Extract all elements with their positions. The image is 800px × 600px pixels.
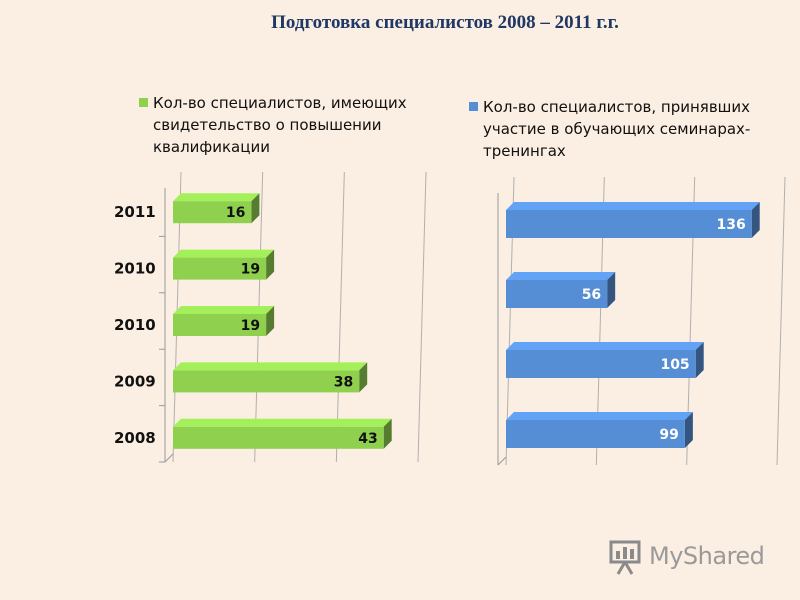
chart-0-value-label-0: 43 xyxy=(358,431,377,447)
chart-0-category-label-0: 2008 xyxy=(114,429,156,447)
chart-0-bar-0 xyxy=(173,426,384,449)
chart-0-bar-1 xyxy=(173,370,360,393)
chart-0-value-label-1: 38 xyxy=(334,374,353,390)
chart-0-axis-floor xyxy=(164,453,174,463)
chart-0-bar-3 xyxy=(173,257,267,280)
chart-1-bar-top-1 xyxy=(506,342,704,350)
chart-0-bar-top-0 xyxy=(173,418,392,427)
legend-swatch-blue xyxy=(469,102,478,111)
chart-0-value-label-3: 19 xyxy=(241,262,260,278)
chart-1-value-label-2: 56 xyxy=(582,287,601,303)
chart-0-value-label-4: 16 xyxy=(226,205,245,221)
chart-1-bar-side-0 xyxy=(684,412,693,448)
chart-0-category-label-2: 2010 xyxy=(114,316,156,334)
myshared-logo: MyShared xyxy=(606,536,776,576)
chart-1-bar-top-0 xyxy=(506,412,693,420)
chart-1-bar-side-3 xyxy=(751,202,760,238)
chart-1-bar-3 xyxy=(506,210,752,238)
chart-0-bar-side-4 xyxy=(251,193,260,224)
chart-0-bar-top-2 xyxy=(173,306,275,314)
chart-0-value-label-2: 19 xyxy=(241,318,260,334)
chart-1-bar-top-3 xyxy=(506,202,760,210)
logo-text: MyShared xyxy=(649,542,765,570)
chart-1-bar-1 xyxy=(506,350,696,378)
chart-0-gridline-3 xyxy=(417,171,427,463)
chart-0-bar-side-0 xyxy=(383,418,392,449)
chart-1-bar-2 xyxy=(506,280,608,308)
chart-0-category-label-1: 2009 xyxy=(114,372,156,390)
chart-0-gridline-2 xyxy=(335,171,345,463)
chart-1-value-label-1: 105 xyxy=(660,357,689,373)
chart-0-category-label-4: 2011 xyxy=(114,203,156,221)
legend-left-label: Кол-во специалистов, имеющих свидетельст… xyxy=(153,94,407,156)
chart-0-bar-top-4 xyxy=(173,193,260,202)
chart-0-bar-top-3 xyxy=(173,249,275,258)
presentation-board-icon xyxy=(609,540,641,575)
chart-1-bar-0 xyxy=(506,420,685,448)
chart-1-bar-side-2 xyxy=(607,272,616,308)
page-title: Подготовка специалистов 2008 – 2011 г.г. xyxy=(271,12,619,33)
chart-1-axis-floor xyxy=(497,456,507,466)
chart-0-bar-side-1 xyxy=(359,362,368,393)
chart-0-bar-side-2 xyxy=(266,306,275,336)
chart-1-value-label-3: 136 xyxy=(716,217,745,233)
legend-swatch-green xyxy=(139,98,148,107)
chart-1-gridline-3 xyxy=(776,176,786,466)
legend-right-label: Кол-во специалистов, принявших участие в… xyxy=(483,98,751,160)
chart-0-bar-4 xyxy=(173,201,252,224)
legend-right: Кол-во специалистов, принявших участие в… xyxy=(469,96,773,162)
chart-1-bar-side-1 xyxy=(695,342,704,378)
chart-0-bar-2 xyxy=(173,314,267,336)
chart-0-bar-top-1 xyxy=(173,362,368,371)
chart-0-category-label-3: 2010 xyxy=(114,260,156,278)
chart-1-value-label-0: 99 xyxy=(659,427,678,443)
chart-1-bar-top-2 xyxy=(506,272,616,280)
chart-0-bar-side-3 xyxy=(266,249,275,280)
legend-left: Кол-во специалистов, имеющих свидетельст… xyxy=(139,92,433,158)
